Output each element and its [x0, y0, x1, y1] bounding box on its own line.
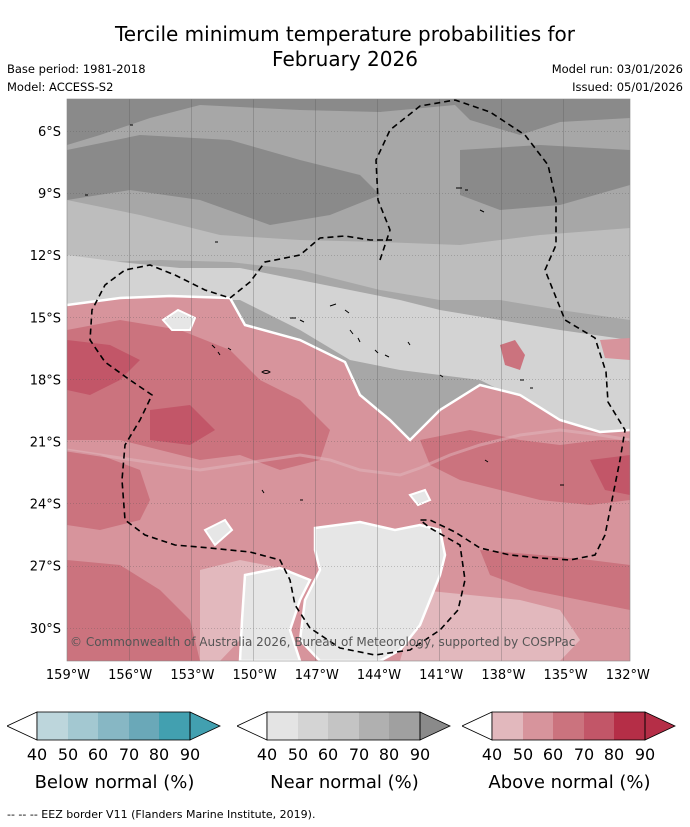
latitude-label: 21°S	[30, 436, 61, 451]
legend-tick: 70	[573, 745, 595, 764]
above-normal-70-region-southeast	[480, 550, 630, 610]
longitude-label: 156°W	[108, 668, 152, 683]
title-line-1: Tercile minimum temperature probabilitie…	[114, 22, 576, 46]
near-normal-40-region-south	[298, 520, 447, 661]
latitude-label: 9°S	[38, 187, 61, 202]
legend-tick: 80	[378, 745, 400, 764]
legend-tick: 50	[57, 745, 79, 764]
longitude-label: 141°W	[419, 668, 463, 683]
longitude-label: 144°W	[357, 668, 401, 683]
legend-tick: 60	[542, 745, 564, 764]
legend-tick: 60	[87, 745, 109, 764]
legend-ticks-below: 40 50 60 70 80 90	[7, 745, 222, 765]
latitude-label: 6°S	[38, 125, 61, 140]
latitude-label: 30°S	[30, 622, 61, 637]
plot-frame	[66, 98, 631, 662]
legend-label-below: Below normal (%)	[34, 772, 195, 793]
legend-above-normal: 40 50 60 70 80 90 Above normal (%)	[461, 710, 677, 793]
legend-colorbar-above	[461, 711, 676, 741]
legend-near-normal: 40 50 60 70 80 90 Near normal (%)	[236, 710, 452, 793]
meta-right: Model run: 03/01/2026 Issued: 05/01/2026	[552, 60, 683, 96]
above-normal-50-region-south	[400, 590, 580, 661]
longitude-label: 135°W	[544, 668, 588, 683]
legend-tick: 40	[26, 745, 48, 764]
legend-tick: 50	[512, 745, 534, 764]
legend-ticks-above: 40 50 60 70 80 90	[462, 745, 677, 765]
legend-colorbar-near	[236, 711, 451, 741]
legend-tick: 90	[634, 745, 656, 764]
above-normal-contour	[67, 428, 630, 477]
model-name: Model: ACCESS-S2	[7, 80, 114, 94]
longitude-label: 153°W	[170, 668, 214, 683]
latitude-label: 24°S	[30, 498, 61, 513]
latitude-label: 15°S	[30, 311, 61, 326]
legend-label-above: Above normal (%)	[488, 772, 651, 793]
latitude-label: 12°S	[30, 249, 61, 264]
above-normal-patch-far-east	[600, 338, 630, 360]
legend-label-near: Near normal (%)	[270, 772, 419, 793]
near-normal-80-region-top	[67, 99, 630, 145]
legend-tick: 80	[148, 745, 170, 764]
longitude-label: 138°W	[481, 668, 525, 683]
above-normal-80-region-east	[590, 455, 630, 495]
base-period: Base period: 1981-2018	[7, 62, 146, 76]
latitude-axis: 6°S 9°S 12°S 15°S 18°S 21°S 24°S 27°S 30°S	[30, 125, 61, 637]
legend-tick: 50	[287, 745, 309, 764]
near-normal-40-spot	[408, 488, 432, 507]
grid-lines	[67, 99, 630, 661]
above-normal-70-region-south	[67, 560, 200, 661]
longitude-label: 150°W	[233, 668, 277, 683]
longitude-label: 159°W	[46, 668, 90, 683]
near-normal-40-spot-north	[161, 308, 197, 331]
near-normal-60-region	[67, 200, 630, 320]
legend-tick: 80	[603, 745, 625, 764]
legend-tick: 70	[118, 745, 140, 764]
probability-map: © Commonwealth of Australia 2026, Bureau…	[30, 98, 650, 683]
longitude-axis: 159°W 156°W 153°W 150°W 147°W 144°W 141°W 138°W…	[46, 668, 650, 683]
legend-tick: 40	[481, 745, 503, 764]
copyright-text: © Commonwealth of Australia 2026, Bureau…	[70, 635, 575, 649]
legend-tick: 40	[256, 745, 278, 764]
latitude-label: 18°S	[30, 373, 61, 388]
above-normal-patch-east	[500, 340, 525, 370]
model-run: Model run: 03/01/2026	[551, 62, 683, 76]
near-normal-40-spot-west	[203, 518, 234, 547]
above-normal-80-region-west	[67, 340, 140, 395]
tercile-boundary-line	[67, 294, 630, 442]
legend-tick: 90	[409, 745, 431, 764]
map-title: Tercile minimum temperature probabilitie…	[0, 22, 690, 72]
legend-tick: 60	[317, 745, 339, 764]
near-normal-80-region-west	[67, 135, 380, 225]
meta-left: Base period: 1981-2018 Model: ACCESS-S2	[7, 60, 146, 96]
above-normal-80-region-central	[150, 405, 215, 445]
legend-tick: 70	[348, 745, 370, 764]
eez-footnote: -- -- -- EEZ border V11 (Flanders Marine…	[7, 808, 316, 821]
longitude-label: 132°W	[606, 668, 650, 683]
legend-tick: 90	[179, 745, 201, 764]
title-line-2: February 2026	[272, 47, 418, 71]
issued-date: Issued: 05/01/2026	[572, 80, 683, 94]
latitude-label: 27°S	[30, 560, 61, 575]
legend-colorbar-below	[6, 711, 221, 741]
legend-below-normal: 40 50 60 70 80 90 Below normal (%)	[6, 710, 222, 793]
map-field	[67, 99, 630, 661]
islands	[85, 124, 564, 501]
longitude-label: 147°W	[295, 668, 339, 683]
legend-ticks-near: 40 50 60 70 80 90	[237, 745, 452, 765]
